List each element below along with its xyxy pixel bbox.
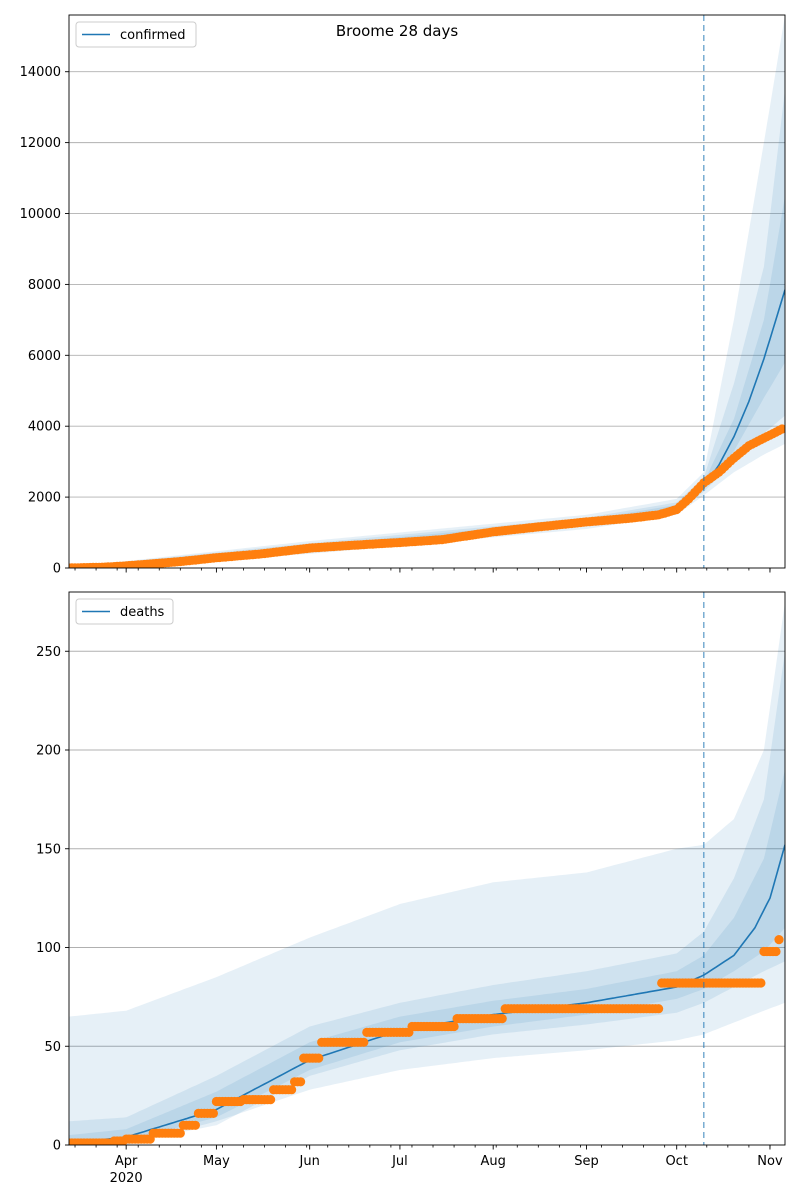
y-tick-label: 14000 [20, 65, 61, 80]
y-tick-label: 150 [36, 842, 61, 857]
legend-box [75, 21, 197, 48]
x-tick-sublabel: 2020 [110, 1171, 143, 1186]
uncertainty-band [69, 651, 785, 1145]
observed-point [287, 1085, 297, 1095]
x-tick-label: Apr [115, 1154, 138, 1169]
observed-point [296, 1077, 306, 1087]
legend-label: deaths [120, 605, 165, 620]
y-tick-label: 10000 [20, 207, 61, 222]
y-tick-label: 0 [53, 562, 61, 577]
observed-point [771, 946, 781, 957]
observed-point [208, 1108, 218, 1118]
x-tick-label: May [203, 1154, 230, 1169]
axes-frame [68, 14, 786, 569]
y-tick-label: 0 [53, 1139, 61, 1154]
uncertainty-band [69, 89, 785, 568]
x-tick-label: Jun [299, 1154, 320, 1169]
deaths-panel: 0 50 100 150 200 250 Apr 2020 May Jun Jul Aug Sep Oct… [36, 591, 786, 1186]
y-tick-label: 250 [36, 645, 61, 660]
y-tick-label: 100 [36, 941, 61, 956]
confirmed-panel: 0 2000 4000 6000 8000 10000 12000 14000 confirme… [20, 14, 786, 577]
y-tick-label: 4000 [28, 420, 61, 435]
observed-point [190, 1120, 200, 1130]
y-tick-label: 200 [36, 744, 61, 759]
y-tick-label: 6000 [28, 349, 61, 364]
chart-title: Broome 28 days [336, 22, 459, 40]
observed-point [777, 424, 785, 434]
model-line [69, 289, 785, 568]
legend: confirmed [75, 21, 197, 48]
legend: deaths [75, 598, 174, 625]
observed-point [314, 1053, 324, 1063]
legend-box [75, 598, 174, 625]
observed-point [654, 1004, 664, 1014]
uncertainty-band [69, 15, 785, 568]
y-tick-label: 2000 [28, 491, 61, 506]
uncertainty-band [69, 601, 785, 1145]
y-tick-label: 8000 [28, 278, 61, 293]
axes-frame [68, 591, 786, 1146]
x-tick-label: Sep [574, 1154, 599, 1169]
y-tick-label: 50 [44, 1040, 61, 1055]
x-tick-label: Nov [757, 1154, 783, 1169]
plot-area [69, 601, 785, 1145]
observed-point [266, 1095, 276, 1105]
observed-point [449, 1021, 459, 1032]
observed-point [774, 935, 784, 945]
observed-point [359, 1037, 369, 1047]
observed-point [175, 1128, 185, 1138]
observed-point [497, 1014, 507, 1024]
x-tick-label: Oct [665, 1154, 687, 1169]
x-tick-label: Aug [480, 1154, 505, 1169]
legend-label: confirmed [120, 28, 186, 43]
x-tick-label: Jul [391, 1154, 408, 1169]
y-tick-label: 12000 [20, 136, 61, 151]
plot-area [69, 15, 785, 568]
observed-point [756, 978, 766, 988]
